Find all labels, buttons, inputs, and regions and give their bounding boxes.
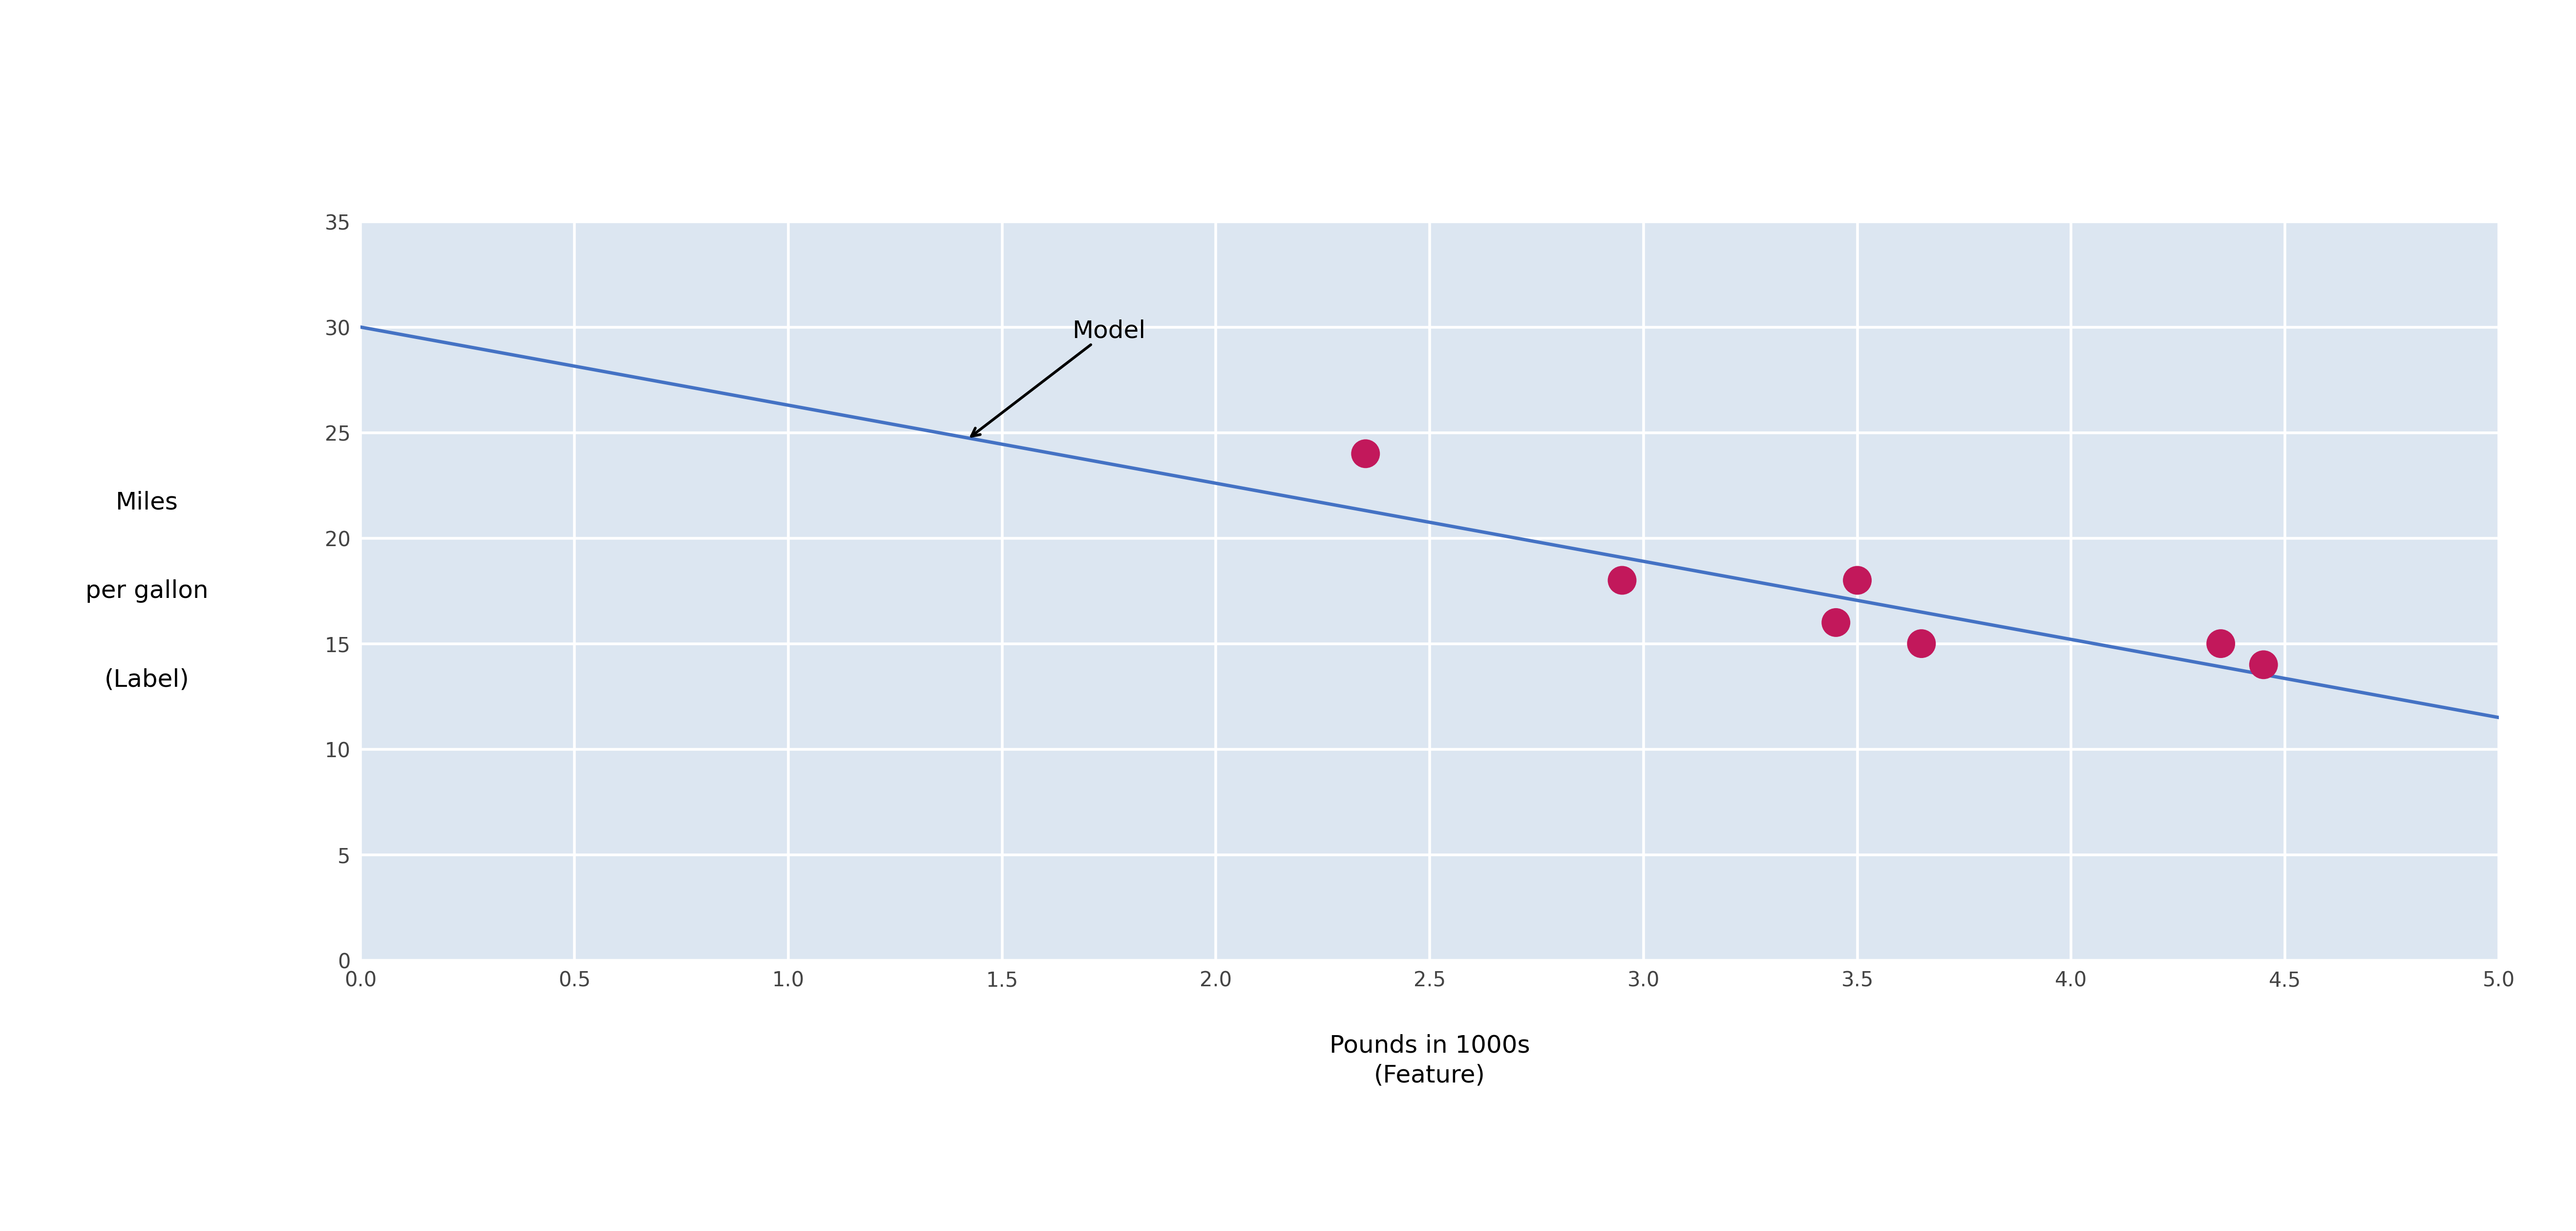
- Point: [2244, 655, 2285, 675]
- Text: (Feature): (Feature): [1373, 1064, 1486, 1087]
- Point: [1345, 444, 1386, 464]
- Point: [1816, 613, 1857, 633]
- Text: Model: Model: [971, 319, 1146, 436]
- Text: Pounds in 1000s: Pounds in 1000s: [1329, 1034, 1530, 1057]
- Text: (Label): (Label): [106, 667, 188, 692]
- Text: per gallon: per gallon: [85, 579, 209, 603]
- Text: Miles: Miles: [116, 490, 178, 515]
- Point: [1602, 570, 1643, 590]
- Point: [2200, 634, 2241, 654]
- Point: [1837, 570, 1878, 590]
- Point: [1901, 634, 1942, 654]
